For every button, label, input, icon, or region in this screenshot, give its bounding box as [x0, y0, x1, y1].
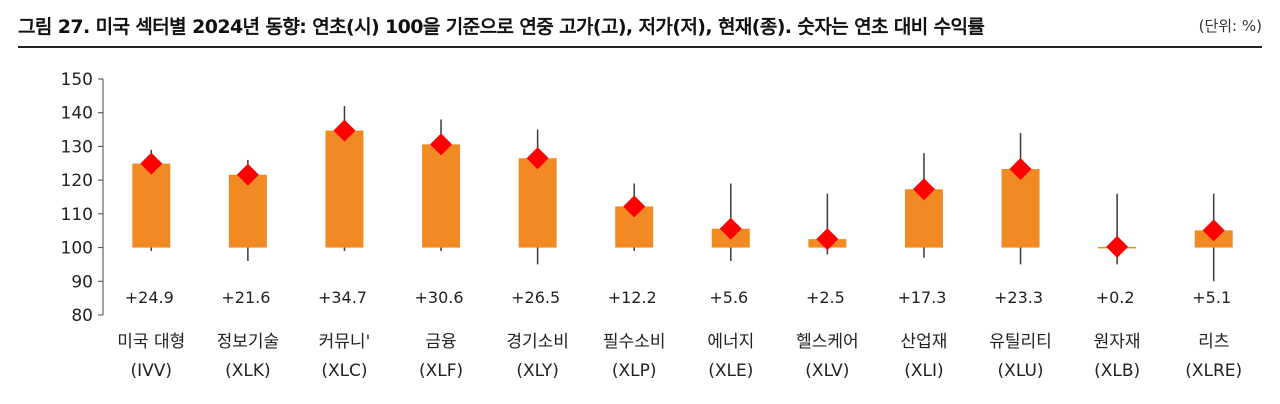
change-bar	[1001, 169, 1040, 248]
change-bar	[518, 158, 557, 248]
data-label: +5.1	[1192, 288, 1231, 307]
category-label: 산업재	[900, 332, 947, 352]
data-label: +24.9	[125, 288, 174, 307]
category-ticker: (XLY)	[516, 361, 559, 381]
category-ticker: (XLK)	[225, 361, 271, 381]
data-label: +30.6	[415, 288, 464, 307]
category-ticker: (XLP)	[612, 361, 657, 381]
close-marker	[333, 119, 356, 142]
category-ticker: (XLE)	[708, 361, 753, 381]
data-label: +12.2	[608, 288, 657, 307]
y-tick-label: 120	[61, 171, 93, 191]
close-marker	[912, 178, 935, 201]
data-label: +26.5	[511, 288, 560, 307]
category-label: 커뮤니'	[319, 332, 371, 352]
category-ticker: (XLV)	[805, 361, 849, 381]
data-label: +2.5	[806, 288, 845, 307]
category-label: 금융	[425, 332, 456, 352]
category-ticker: (XLB)	[1094, 361, 1140, 381]
category-label: 리츠	[1198, 332, 1229, 352]
category-ticker: (XLU)	[998, 361, 1044, 381]
data-label: +17.3	[897, 288, 946, 307]
category-ticker: (XLI)	[904, 361, 943, 381]
y-tick-label: 100	[61, 239, 93, 259]
y-tick-label: 110	[61, 205, 93, 225]
category-label: 경기소비	[506, 332, 569, 352]
close-marker	[623, 195, 646, 218]
close-marker	[719, 217, 742, 240]
title-rule	[18, 46, 1262, 48]
chart-header: 그림 27. 미국 섹터별 2024년 동향: 연초(시) 100을 기준으로 …	[0, 0, 1280, 48]
close-marker	[140, 152, 163, 175]
change-bar	[325, 130, 364, 248]
close-marker	[1106, 235, 1129, 258]
category-ticker: (IVV)	[131, 361, 173, 381]
change-bar	[132, 163, 171, 248]
category-label: 유틸리티	[989, 332, 1052, 352]
category-label: 에너지	[707, 332, 754, 352]
y-tick-label: 130	[61, 137, 93, 157]
category-label: 정보기술	[217, 332, 280, 352]
y-tick-label: 140	[61, 104, 93, 124]
close-marker	[430, 133, 453, 156]
data-label: +23.3	[994, 288, 1043, 307]
y-tick-label: 90	[71, 272, 93, 292]
data-label: +0.2	[1096, 288, 1135, 307]
data-label: +5.6	[709, 288, 748, 307]
data-label: +21.6	[221, 288, 270, 307]
unit-label: (단위: %)	[1198, 17, 1262, 35]
category-ticker: (XLRE)	[1185, 361, 1242, 381]
category-label: 원자재	[1094, 332, 1141, 352]
data-label: +34.7	[318, 288, 367, 307]
close-marker	[1202, 219, 1225, 242]
change-bar	[228, 174, 267, 248]
close-marker	[1009, 158, 1032, 181]
close-marker	[816, 228, 839, 251]
category-ticker: (XLC)	[321, 361, 367, 381]
y-tick-label: 150	[61, 70, 93, 90]
y-tick-label: 80	[71, 306, 93, 326]
category-label: 미국 대형	[117, 332, 185, 352]
close-marker	[526, 147, 549, 170]
category-label: 헬스케어	[796, 332, 859, 352]
change-bar	[422, 144, 461, 248]
category-label: 필수소비	[603, 332, 666, 352]
chart-title: 그림 27. 미국 섹터별 2024년 동향: 연초(시) 100을 기준으로 …	[18, 16, 985, 38]
close-marker	[236, 163, 259, 186]
category-ticker: (XLF)	[419, 361, 463, 381]
